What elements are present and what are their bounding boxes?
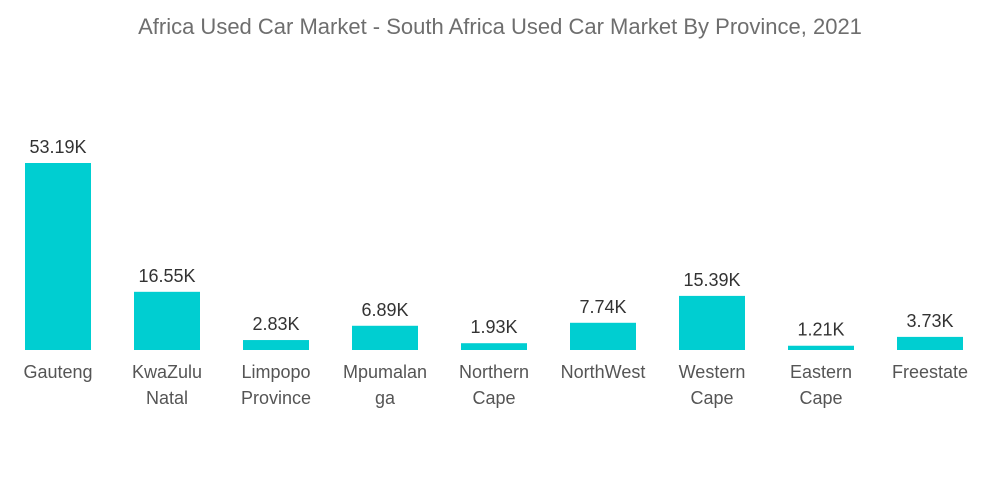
bar-8 [897, 336, 963, 350]
data-label: 7.74K [579, 297, 626, 317]
category-label: NorthWest [561, 362, 646, 382]
data-label: 16.55K [138, 266, 195, 286]
bar-5 [570, 322, 636, 350]
data-label: 6.89K [361, 300, 408, 320]
data-label: 15.39K [683, 270, 740, 290]
data-label: 2.83K [252, 314, 299, 334]
bar-4 [461, 343, 527, 350]
category-label: Northern Cape [459, 362, 529, 408]
data-label: 1.21K [797, 320, 844, 340]
category-label: Western Cape [679, 362, 746, 408]
category-label: Eastern Cape [790, 362, 852, 408]
category-label: Limpopo Province [241, 362, 311, 408]
category-label: Freestate [892, 362, 968, 382]
category-label: Gauteng [23, 362, 92, 382]
bar-1 [134, 291, 200, 350]
data-label: 1.93K [470, 317, 517, 337]
data-label: 3.73K [906, 311, 953, 331]
data-label: 53.19K [29, 137, 86, 157]
bar-7 [788, 345, 854, 350]
category-label: Mpumalan ga [343, 362, 427, 408]
bar-0 [25, 163, 91, 350]
category-label: KwaZulu Natal [132, 362, 202, 408]
bar-6 [679, 295, 745, 350]
bar-2 [243, 340, 309, 350]
bar-3 [352, 325, 418, 350]
chart-title: Africa Used Car Market - South Africa Us… [138, 14, 862, 39]
